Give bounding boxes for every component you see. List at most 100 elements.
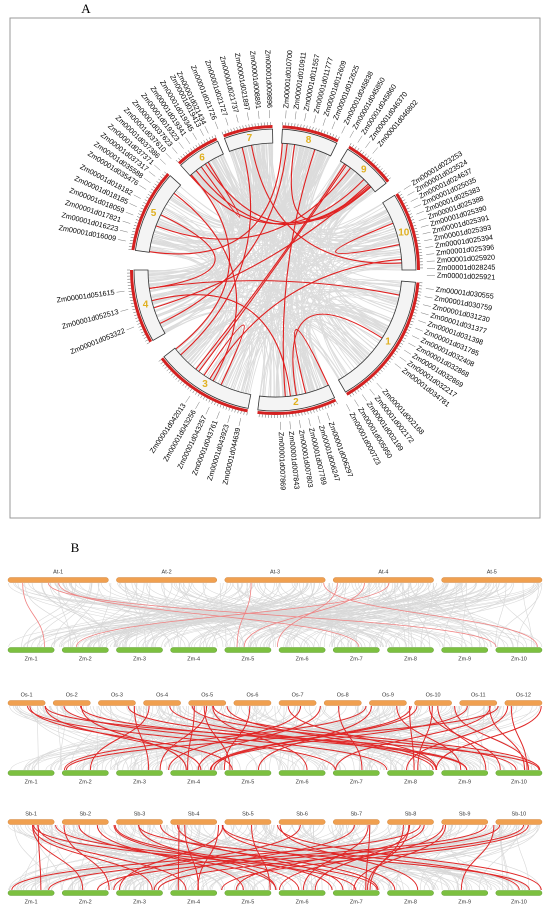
top-chromosome (441, 577, 543, 583)
scale-tick (300, 124, 302, 128)
top-chromosome (116, 819, 163, 825)
scale-tick (354, 146, 357, 150)
scale-tick (301, 412, 303, 416)
gene-connector (119, 230, 128, 233)
bottom-chromosome-label: Zm-1 (25, 779, 38, 785)
link (236, 331, 272, 397)
scale-tick (175, 159, 179, 163)
scale-tick (180, 381, 183, 384)
link (304, 149, 391, 234)
bottom-chromosome (7, 770, 55, 776)
scale-tick (160, 361, 164, 365)
scale-tick (233, 127, 235, 131)
link (262, 327, 343, 397)
scale-tick (178, 157, 181, 161)
scale-tick (187, 386, 190, 390)
synteny-link (63, 705, 388, 771)
chromosome (337, 280, 416, 393)
scale-tick (180, 155, 183, 159)
scale-tick (137, 323, 141, 325)
scale-tick (384, 172, 387, 176)
scale-tick (228, 407, 230, 411)
synteny-link (41, 582, 117, 648)
scale-tick (133, 225, 137, 227)
synteny-link (187, 705, 195, 771)
scale-tick (203, 140, 206, 144)
synteny-link (184, 824, 199, 891)
gene-connector (424, 296, 433, 299)
scale-tick (170, 373, 174, 376)
gene-connector (326, 412, 330, 421)
link (225, 178, 364, 388)
top-chromosome-label: Os-11 (471, 692, 486, 698)
scale-tick (366, 155, 370, 159)
scale-tick (129, 296, 133, 298)
synteny-link (27, 582, 91, 648)
chromosome-band (223, 125, 273, 138)
link (207, 306, 390, 378)
top-chromosome (7, 819, 55, 825)
link (316, 170, 363, 223)
gene-label: Zm00001d010700 (281, 50, 294, 109)
scale-tick (391, 355, 395, 358)
synteny-link (122, 705, 227, 771)
scale-tick (146, 196, 150, 199)
gene-label: Zm00001d025920 (436, 252, 495, 264)
top-chromosome (224, 577, 326, 583)
synteny-link (420, 582, 434, 648)
synteny-link (11, 824, 421, 891)
scale-tick (132, 231, 136, 233)
synteny-link (50, 582, 190, 648)
bottom-chromosome (278, 770, 326, 776)
bottom-chromosome-label: Zm-1 (25, 656, 38, 662)
scale-tick (416, 303, 420, 305)
bottom-chromosome-label: Zm-6 (296, 656, 309, 662)
gene-connector (404, 349, 412, 355)
link (198, 164, 347, 372)
link (157, 175, 361, 238)
scale-tick (380, 369, 383, 372)
synteny-link (120, 582, 538, 648)
top-chromosome (116, 577, 218, 583)
synteny-link (496, 582, 535, 648)
synteny-link (35, 824, 38, 891)
bottom-chromosome (333, 890, 380, 896)
link (333, 252, 401, 333)
synteny-link (139, 824, 235, 891)
synteny-link (50, 705, 263, 771)
scale-tick (411, 317, 415, 320)
synteny-link (118, 824, 224, 891)
synteny-link (65, 582, 229, 648)
top-chromosome-label: Sb-10 (512, 811, 527, 817)
synteny-link (385, 582, 540, 648)
link (192, 152, 325, 367)
gene-connector (238, 418, 242, 426)
chromosome-band (348, 145, 390, 183)
synteny-link (8, 824, 184, 891)
synteny-link (277, 824, 542, 891)
chromosome (134, 175, 182, 253)
top-chromosome-label: At-4 (378, 569, 388, 575)
scale-tick (146, 342, 150, 345)
scale-tick (375, 163, 379, 167)
synteny-link (401, 705, 501, 771)
scale-tick (349, 394, 352, 397)
link (205, 163, 293, 396)
bottom-chromosome (62, 647, 109, 653)
scale-tick (323, 130, 326, 134)
scale-tick (129, 293, 133, 295)
synteny-link (460, 824, 495, 891)
synteny-link (278, 824, 444, 891)
synteny-link (265, 824, 527, 891)
synteny-link (159, 705, 208, 771)
bottom-chromosome-label: Zm-4 (187, 899, 200, 905)
synteny-link (32, 824, 153, 891)
scale-tick (227, 129, 229, 133)
synteny-link (188, 824, 453, 891)
synteny-link (443, 582, 458, 648)
gene-connector (420, 312, 429, 316)
link (241, 153, 326, 393)
synteny-link (287, 705, 438, 771)
gene-connector (424, 239, 433, 241)
synteny-link (58, 582, 360, 648)
